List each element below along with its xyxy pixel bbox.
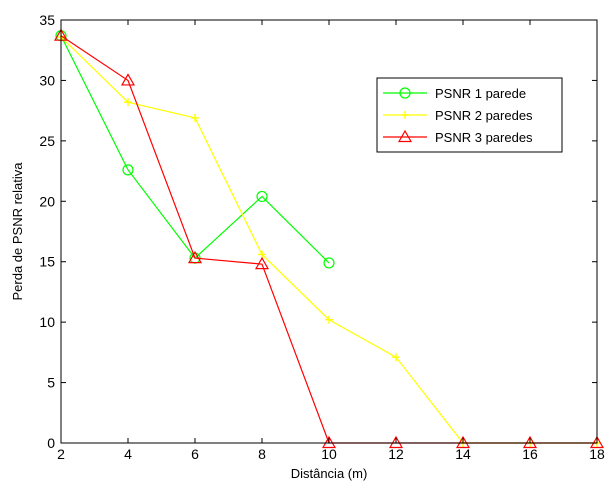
y-tick-label: 25 (39, 133, 55, 149)
y-tick-label: 20 (39, 193, 55, 209)
x-tick-label: 14 (455, 446, 471, 462)
data-point-circle (122, 164, 134, 176)
x-tick-label: 12 (388, 446, 404, 462)
x-axis-label: Distância (m) (291, 466, 368, 481)
data-point-circle (323, 257, 335, 269)
data-point-triangle (321, 435, 337, 449)
y-tick-label: 35 (39, 12, 55, 28)
data-point-plus (191, 113, 199, 122)
data-point-triangle (397, 129, 413, 143)
x-tick-label: 4 (124, 446, 132, 462)
legend-item: PSNR 3 paredes (383, 129, 533, 145)
legend-label: PSNR 2 paredes (435, 108, 533, 123)
data-point-triangle (187, 250, 203, 264)
y-tick-label: 0 (47, 435, 55, 451)
x-tick-label: 18 (589, 446, 605, 462)
x-tick-label: 16 (522, 446, 538, 462)
x-tick-label: 8 (258, 446, 266, 462)
legend: PSNR 1 parede PSNR 2 paredes PSNR 3 parede… (376, 77, 563, 153)
data-point-triangle (522, 435, 538, 449)
x-tick-label: 2 (57, 446, 65, 462)
y-tick-label: 15 (39, 254, 55, 270)
data-point-triangle (254, 256, 270, 270)
data-point-circle (399, 87, 411, 99)
data-point-triangle (589, 435, 605, 449)
y-tick-label: 10 (39, 314, 55, 330)
legend-label: PSNR 1 parede (435, 86, 526, 101)
y-tick-label: 5 (47, 375, 55, 391)
data-point-circle (256, 190, 268, 203)
data-point-plus (392, 353, 400, 362)
data-point-plus (325, 315, 333, 324)
legend-label: PSNR 3 paredes (435, 130, 533, 145)
data-point-triangle (120, 73, 136, 86)
data-point-triangle (455, 435, 471, 449)
y-axis-label: Perda de PSNR relativa (10, 162, 25, 301)
data-point-plus (401, 111, 409, 119)
x-tick-label: 6 (191, 446, 199, 462)
data-point-plus (124, 98, 132, 107)
y-tick-label: 30 (39, 72, 55, 88)
data-point-triangle (388, 435, 404, 449)
x-tick-label: 10 (321, 446, 337, 462)
legend-item: PSNR 1 parede (383, 86, 526, 101)
axis-ticks: 2 4 6 8 10 12 14 16 18 0 5 10 15 20 25 30 35 (39, 12, 605, 462)
legend-item: PSNR 2 paredes (383, 108, 533, 123)
